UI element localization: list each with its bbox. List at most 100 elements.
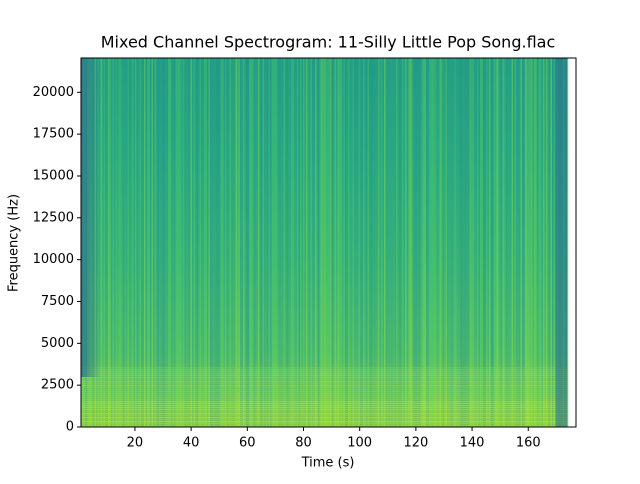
- texture: [369, 58, 371, 427]
- texture: [324, 58, 326, 427]
- texture: [304, 58, 306, 427]
- texture: [483, 58, 485, 427]
- texture: [399, 58, 401, 427]
- texture: [171, 58, 173, 427]
- texture: [81, 395, 568, 397]
- texture: [114, 58, 116, 427]
- texture: [421, 58, 423, 427]
- texture: [279, 58, 281, 427]
- texture: [486, 58, 488, 427]
- texture: [348, 58, 350, 427]
- y-axis-label: Frequency (Hz): [7, 194, 22, 292]
- texture: [334, 58, 336, 427]
- texture: [514, 58, 516, 427]
- texture: [495, 58, 497, 427]
- texture: [408, 58, 410, 427]
- texture: [540, 58, 542, 427]
- texture: [112, 58, 114, 427]
- texture: [81, 397, 568, 399]
- texture: [231, 58, 233, 427]
- texture: [546, 58, 548, 427]
- texture: [354, 58, 356, 427]
- texture: [81, 377, 568, 379]
- texture: [352, 58, 354, 427]
- texture: [259, 58, 261, 427]
- y-tick-label: 0: [66, 420, 74, 435]
- texture: [219, 58, 221, 427]
- texture: [525, 58, 527, 427]
- texture: [538, 58, 540, 427]
- fade-in: [81, 58, 101, 377]
- texture: [327, 58, 329, 427]
- y-tick-label: 17500: [33, 127, 74, 142]
- texture: [147, 58, 149, 427]
- texture: [463, 58, 465, 427]
- texture: [163, 58, 165, 427]
- texture: [124, 58, 126, 427]
- texture: [447, 58, 449, 427]
- texture: [336, 58, 338, 427]
- texture: [337, 58, 339, 427]
- x-tick-label: 120: [403, 436, 428, 451]
- texture: [271, 58, 273, 427]
- texture: [355, 58, 357, 427]
- texture: [322, 58, 324, 427]
- texture: [187, 58, 189, 427]
- texture: [376, 58, 378, 427]
- texture: [249, 58, 251, 427]
- texture: [528, 58, 530, 427]
- texture: [145, 58, 147, 427]
- texture: [183, 58, 185, 427]
- texture: [135, 58, 137, 427]
- texture: [81, 383, 568, 385]
- texture: [361, 58, 363, 427]
- texture: [141, 58, 143, 427]
- texture: [366, 58, 368, 427]
- texture: [499, 58, 501, 427]
- y-tick-label: 2500: [41, 378, 74, 393]
- texture: [256, 58, 258, 427]
- texture: [306, 58, 308, 427]
- texture: [403, 58, 405, 427]
- texture: [456, 58, 458, 427]
- texture: [178, 58, 180, 427]
- texture: [325, 58, 327, 427]
- texture: [481, 58, 483, 427]
- texture: [232, 58, 234, 427]
- texture: [321, 58, 323, 427]
- texture: [360, 58, 362, 427]
- texture: [372, 58, 374, 427]
- texture: [126, 58, 128, 427]
- texture: [531, 58, 533, 427]
- texture: [142, 58, 144, 427]
- texture: [240, 58, 242, 427]
- texture: [375, 58, 377, 427]
- texture: [81, 413, 568, 415]
- texture: [121, 58, 123, 427]
- texture: [409, 58, 411, 427]
- texture: [81, 403, 568, 405]
- texture: [345, 58, 347, 427]
- texture: [157, 58, 159, 427]
- texture: [301, 58, 303, 427]
- texture: [450, 58, 452, 427]
- texture: [172, 58, 174, 427]
- texture: [496, 58, 498, 427]
- texture: [307, 58, 309, 427]
- texture: [280, 58, 282, 427]
- x-tick-label: 60: [239, 436, 256, 451]
- texture: [153, 58, 155, 427]
- texture: [519, 58, 521, 427]
- texture: [117, 58, 119, 427]
- texture: [489, 58, 491, 427]
- texture: [439, 58, 441, 427]
- texture: [130, 58, 132, 427]
- x-tick-label: 140: [460, 436, 485, 451]
- texture: [276, 58, 278, 427]
- texture: [246, 58, 248, 427]
- texture: [220, 58, 222, 427]
- texture: [405, 58, 407, 427]
- texture: [487, 58, 489, 427]
- texture: [313, 58, 315, 427]
- texture: [195, 58, 197, 427]
